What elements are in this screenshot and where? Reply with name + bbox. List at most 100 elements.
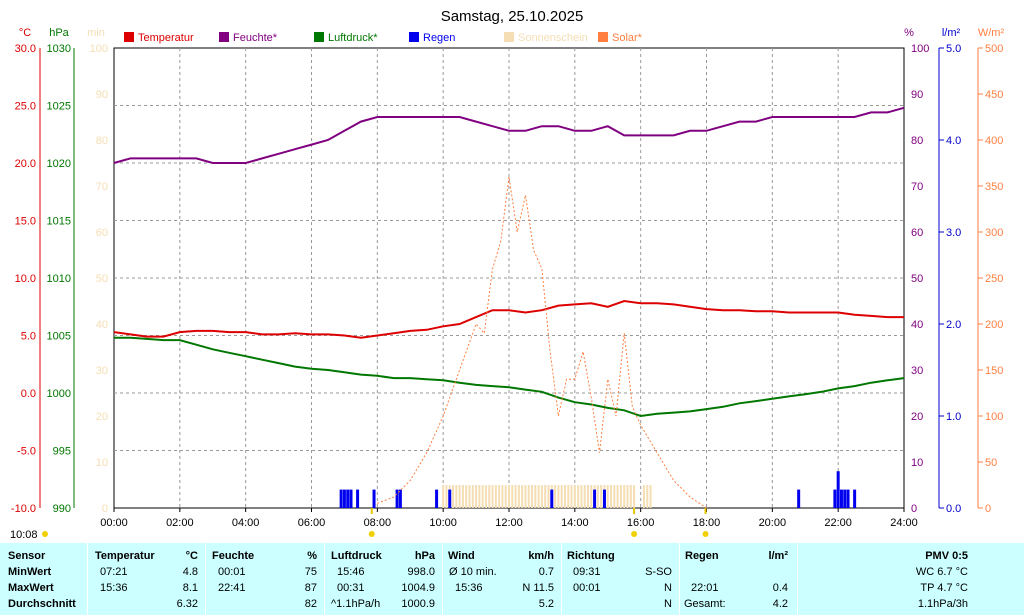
temp-tick-label: 25.0 bbox=[15, 101, 36, 113]
wind-min-time: Ø 10 min. bbox=[449, 566, 497, 578]
sunshine-bar bbox=[501, 485, 504, 508]
row-label-max: MaxWert bbox=[8, 582, 54, 594]
sunshine-bar bbox=[544, 485, 547, 508]
temperatur-max-value: 8.1 bbox=[182, 582, 198, 594]
sunrise-label: 10:08 bbox=[10, 529, 38, 540]
legend-label: Solar* bbox=[612, 32, 643, 44]
pmv-pressure-trend: 1.1hPa/3h bbox=[917, 598, 968, 610]
rain-tick-label: 2.0 bbox=[946, 319, 961, 331]
sunshine-bar bbox=[626, 485, 629, 508]
sun-marker-dot bbox=[368, 531, 375, 537]
legend-swatch bbox=[124, 32, 134, 42]
sun-tick-label: 60 bbox=[96, 227, 108, 239]
regen-header: Regen bbox=[685, 550, 719, 562]
row-label-avg: Durchschnitt bbox=[8, 598, 76, 610]
luftdruck-header: Luftdruck bbox=[331, 550, 382, 562]
sunshine-bars bbox=[442, 485, 652, 508]
wind-max-value: N 11.5 bbox=[522, 582, 554, 594]
weather-chart: Samstag, 25.10.2025 Temperatur Feuchte* Lu… bbox=[10, 8, 1004, 540]
sunshine-bar bbox=[531, 485, 534, 508]
rain-bar bbox=[372, 489, 376, 508]
sunshine-bar bbox=[465, 485, 468, 508]
legend-label: Temperatur bbox=[138, 32, 194, 44]
rain-bar bbox=[593, 489, 597, 508]
row-label-min: MinWert bbox=[8, 566, 52, 578]
rain-bar bbox=[342, 489, 346, 508]
luftdruck-min-value: 998.0 bbox=[407, 566, 435, 578]
temperatur-max-time: 15:36 bbox=[100, 582, 128, 594]
sunshine-bar bbox=[557, 485, 560, 508]
sunshine-bar bbox=[642, 485, 645, 508]
temperatur-min-time: 07:21 bbox=[100, 566, 128, 578]
sunshine-bar bbox=[498, 485, 501, 508]
temperatur-min-value: 4.8 bbox=[182, 566, 198, 578]
temp-unit-label: °C bbox=[19, 27, 31, 39]
x-tick-label: 04:00 bbox=[232, 517, 260, 529]
sunshine-bar bbox=[577, 485, 580, 508]
pmv-column: PMV 0:5 WC 6.7 °C TP 4.7 °C 1.1hPa/3h bbox=[798, 543, 1024, 615]
luftdruck-column: Luftdruck hPa 15:46 998.0 00:31 1004.9 ^… bbox=[325, 543, 441, 615]
sunshine-bar bbox=[570, 485, 573, 508]
rain-bar bbox=[398, 489, 402, 508]
temp-tick-label: 5.0 bbox=[21, 331, 36, 343]
x-tick-label: 00:00 bbox=[100, 517, 128, 529]
sunrise-dot bbox=[42, 531, 48, 537]
sunshine-bar bbox=[600, 485, 603, 508]
wind-avg-value: 5.2 bbox=[538, 598, 554, 610]
temp-tick-label: -10.0 bbox=[11, 503, 36, 515]
luftdruck-max-value: 1004.9 bbox=[401, 582, 435, 594]
temp-tick-label: 10.0 bbox=[15, 273, 36, 285]
rain-bar bbox=[843, 489, 847, 508]
richtung-max-value: N bbox=[664, 582, 672, 594]
sunshine-bar bbox=[445, 485, 448, 508]
legend-label: Sonnenschein bbox=[518, 32, 588, 44]
sunshine-bar bbox=[442, 485, 445, 508]
sun-tick-label: 50 bbox=[96, 273, 108, 285]
rain-tick-label: 0.0 bbox=[946, 503, 961, 515]
rain-bar bbox=[602, 489, 606, 508]
sunshine-bar bbox=[573, 485, 576, 508]
regen-column: Regen l/m² 22:01 0.4 Gesamt: 4.2 bbox=[680, 543, 796, 615]
humidity-tick-label: 50 bbox=[911, 273, 923, 285]
feuchte-min-time: 00:01 bbox=[218, 566, 246, 578]
rain-bar bbox=[339, 489, 343, 508]
sun-tick-label: 20 bbox=[96, 411, 108, 423]
sunshine-bar bbox=[471, 485, 474, 508]
humidity-tick-label: 100 bbox=[911, 43, 929, 55]
sunshine-bar bbox=[491, 485, 494, 508]
sunshine-bar bbox=[475, 485, 478, 508]
rain-bar bbox=[797, 489, 801, 508]
regen-max-time: 22:01 bbox=[691, 582, 719, 594]
pmv-header: PMV 0:5 bbox=[925, 550, 968, 562]
temperatur-avg-value: 6.32 bbox=[176, 598, 198, 610]
wind-max-time: 15:36 bbox=[455, 582, 483, 594]
regen-total-label: Gesamt: bbox=[684, 598, 726, 610]
temperatur-column: Temperatur °C 07:21 4.8 15:36 8.1 6.32 bbox=[88, 543, 204, 615]
humidity-tick-label: 60 bbox=[911, 227, 923, 239]
sun-tick-label: 70 bbox=[96, 181, 108, 193]
legend-label: Feuchte* bbox=[233, 32, 278, 44]
richtung-min-time: 09:31 bbox=[573, 566, 601, 578]
humidity-tick-label: 40 bbox=[911, 319, 923, 331]
axes: -10.0 -5.0 0.0 5.0 10.0 15.0 20.0 25.0 30.0 990 99… bbox=[11, 43, 1003, 529]
luftdruck-max-time: 00:31 bbox=[337, 582, 365, 594]
feuchte-unit: % bbox=[307, 550, 317, 562]
sun-unit-label: min bbox=[87, 27, 105, 39]
legend-label: Luftdruck* bbox=[328, 32, 378, 44]
sunshine-bar bbox=[524, 485, 527, 508]
series-lines bbox=[113, 106, 905, 509]
rain-bar bbox=[833, 489, 837, 508]
regen-max-value: 0.4 bbox=[772, 582, 788, 594]
feuchte-avg-value: 82 bbox=[304, 598, 317, 610]
pressure-tick-label: 1010 bbox=[47, 273, 71, 285]
rain-bar bbox=[346, 489, 350, 508]
chart-title: Samstag, 25.10.2025 bbox=[441, 8, 584, 25]
rain-bar bbox=[448, 489, 452, 508]
x-tick-label: 02:00 bbox=[166, 517, 194, 529]
sunshine-bar bbox=[610, 485, 613, 508]
sunshine-bar bbox=[646, 485, 649, 508]
luftdruck-trend: ^1.1hPa/h bbox=[331, 598, 381, 610]
humidity-tick-label: 10 bbox=[911, 457, 923, 469]
x-tick-label: 08:00 bbox=[364, 517, 392, 529]
temp-tick-label: 30.0 bbox=[15, 43, 36, 55]
